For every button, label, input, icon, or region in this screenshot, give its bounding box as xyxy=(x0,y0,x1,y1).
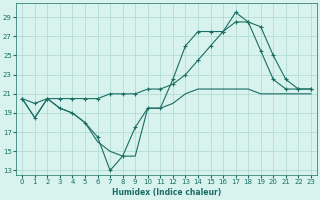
X-axis label: Humidex (Indice chaleur): Humidex (Indice chaleur) xyxy=(112,188,221,197)
